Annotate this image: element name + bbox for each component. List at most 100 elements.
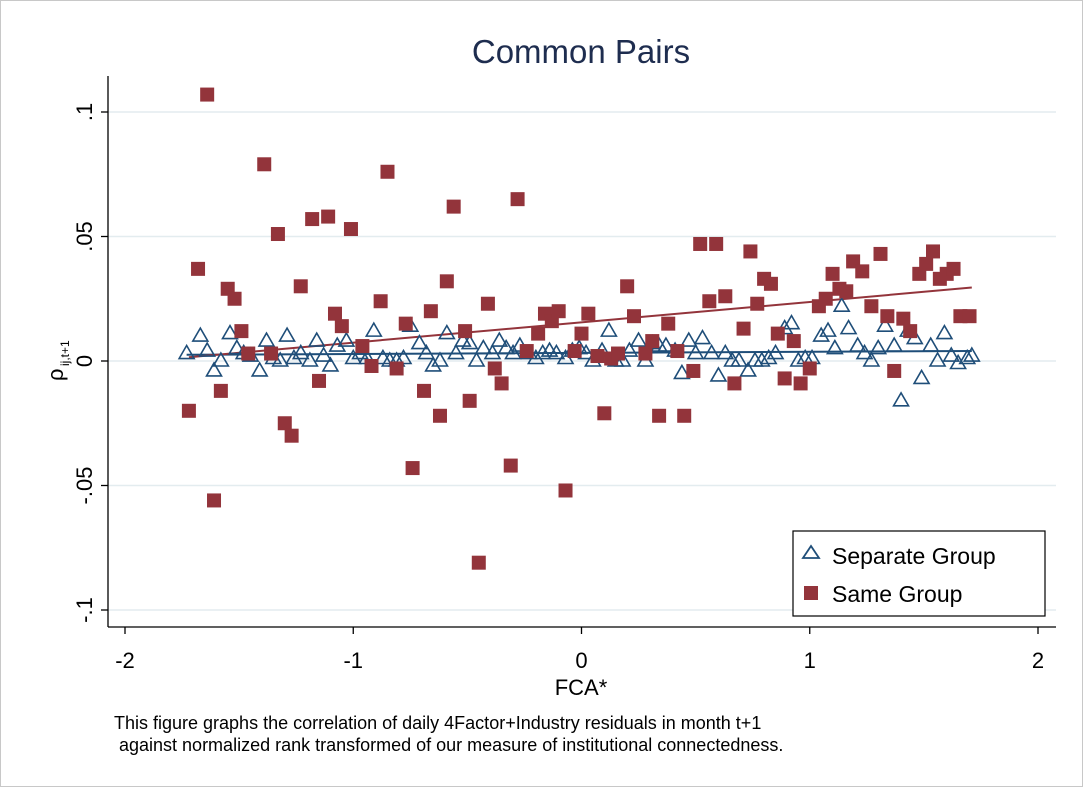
separate-group-point (766, 343, 785, 360)
same-group-point (702, 294, 717, 309)
same-group-point (661, 316, 676, 331)
separate-group-point (211, 351, 230, 367)
separate-group-point (752, 351, 771, 367)
same-group-point (373, 294, 388, 309)
same-group-point (962, 309, 977, 324)
separate-group-point (447, 343, 465, 360)
separate-group-point (885, 336, 904, 352)
same-group-point (494, 376, 509, 391)
same-group-point (181, 403, 196, 418)
same-group-point (462, 393, 477, 408)
separate-group-point (364, 321, 383, 337)
same-group-point (825, 266, 840, 281)
same-group-point (839, 284, 854, 299)
separate-group-point (942, 346, 961, 362)
separate-group-point (467, 351, 486, 367)
separate-group-point (673, 363, 691, 380)
same-group-point (567, 344, 582, 359)
separate-group-point (205, 361, 223, 377)
separate-group-point (177, 343, 196, 360)
separate-group-point (739, 361, 758, 377)
same-group-point (581, 306, 596, 321)
same-group-point (364, 358, 379, 373)
same-group-point (677, 408, 692, 423)
same-group-point (652, 408, 667, 423)
same-group-point (903, 324, 918, 339)
same-group-point (880, 309, 895, 324)
separate-group-point (417, 343, 436, 360)
separate-group-point (825, 338, 844, 355)
separate-group-point (812, 326, 831, 342)
x-tick-label: 2 (1032, 648, 1044, 673)
same-group-point (709, 236, 724, 251)
separate-group-point (848, 336, 867, 352)
separate-group-point (291, 343, 310, 360)
separate-group-point (250, 361, 269, 377)
same-group-point (471, 555, 486, 570)
same-group-point (736, 321, 751, 336)
same-group-point (611, 346, 626, 361)
same-group-point (519, 344, 534, 359)
legend: Separate Group Same Group (792, 530, 1046, 617)
separate-group-point (962, 346, 981, 362)
same-group-point (770, 326, 785, 341)
same-group-point (241, 346, 256, 361)
separate-group-point (314, 346, 333, 362)
separate-group-point (686, 343, 705, 360)
same-group-point (763, 276, 778, 291)
same-group-point (200, 87, 215, 102)
note-line-2: against normalized rank transformed of o… (114, 735, 784, 755)
same-group-point (284, 428, 299, 443)
separate-group-point (716, 343, 735, 360)
same-group-point (343, 222, 358, 237)
separate-group-point (191, 326, 210, 342)
same-group-point (405, 461, 420, 476)
same-group-point (398, 316, 413, 331)
same-group-point (355, 339, 370, 354)
same-group-point (864, 299, 879, 314)
same-group-point (686, 363, 701, 378)
same-group-point (432, 408, 447, 423)
separate-group-point (679, 331, 698, 347)
separate-group-point (533, 343, 552, 360)
same-group-point (818, 291, 833, 306)
separate-group-point (912, 368, 931, 385)
separate-group-point (437, 324, 456, 340)
separate-group-point (702, 343, 721, 360)
separate-group-point (693, 328, 712, 345)
same-group-point (334, 319, 349, 334)
separate-group-point (709, 366, 728, 382)
separate-group-point (221, 324, 239, 340)
same-group-point (234, 324, 249, 339)
separate-group-point (227, 338, 246, 355)
same-group-point (946, 261, 961, 276)
same-group-point (919, 256, 934, 271)
y-axis-label: ρ (43, 368, 68, 381)
separate-group-point (257, 331, 276, 347)
same-group-point (597, 406, 612, 421)
separate-group-point (577, 343, 595, 360)
same-group-point (213, 383, 228, 398)
separate-group-point (410, 333, 429, 350)
y-tick-label: -.1 (72, 597, 97, 623)
same-group-point (487, 361, 502, 376)
same-group-point (207, 493, 222, 508)
separate-group-point (855, 343, 874, 360)
same-group-point (750, 296, 765, 311)
same-group-point (590, 349, 605, 364)
separate-group-point (600, 321, 618, 337)
same-group-point (531, 326, 546, 341)
same-group-point (227, 291, 242, 306)
separate-group-point (490, 331, 509, 347)
separate-group-point (321, 356, 340, 372)
separate-group-point (483, 343, 502, 360)
same-group-point (670, 344, 685, 359)
same-group-point (257, 157, 272, 172)
separate-group-point (285, 348, 303, 365)
legend-marker-same (804, 586, 818, 600)
y-axis-label-group: ρ ij,t+1 (43, 340, 72, 381)
same-group-point (793, 376, 808, 391)
same-group-point (574, 326, 589, 341)
